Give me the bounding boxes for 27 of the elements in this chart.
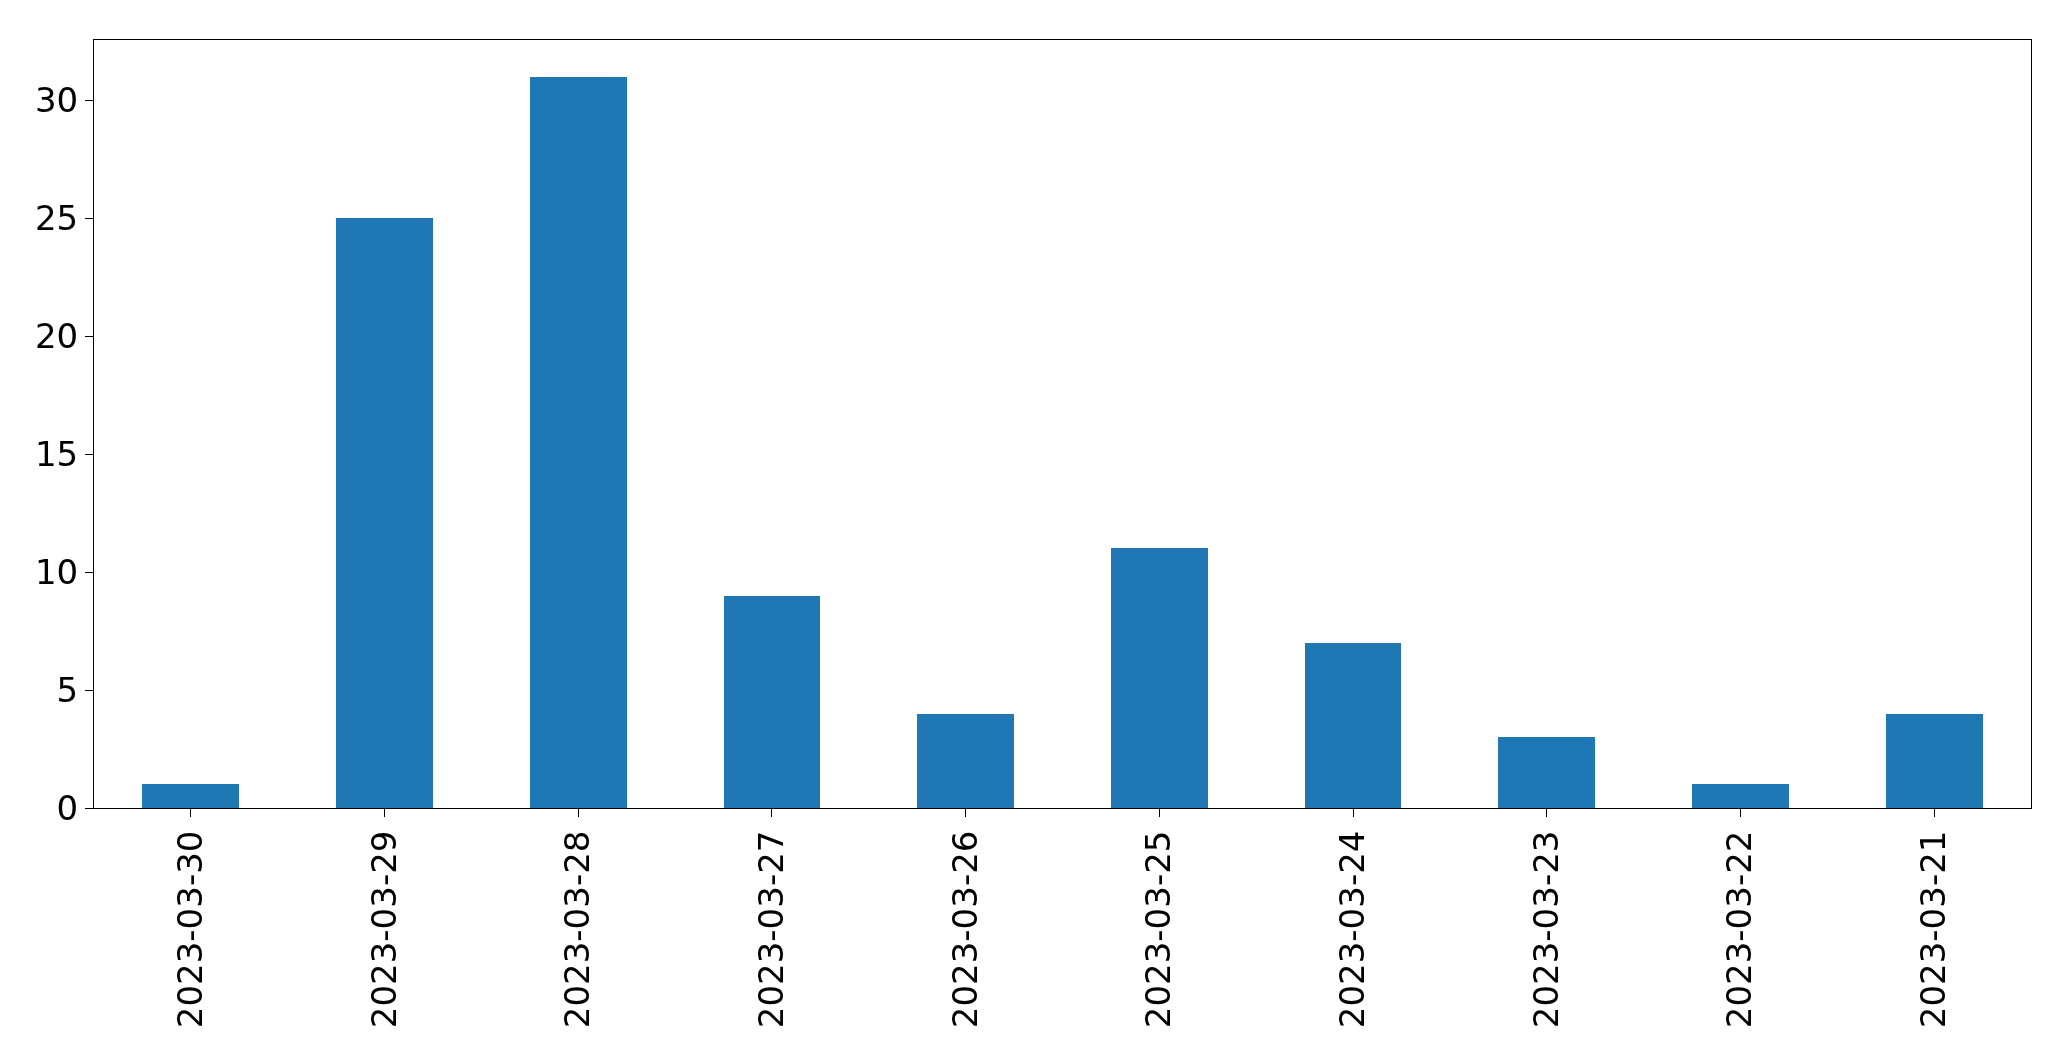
x-tick-label: 2023-03-30	[169, 830, 210, 1029]
y-tick-label: 25	[34, 198, 79, 239]
bar	[142, 784, 239, 808]
x-tick-label: 2023-03-21	[1913, 830, 1954, 1029]
y-tick-label: 10	[34, 551, 79, 592]
x-tick-label: 2023-03-26	[944, 830, 985, 1029]
y-tick-label: 30	[34, 80, 79, 121]
bar	[917, 714, 1014, 808]
x-tick-label: 2023-03-24	[1332, 830, 1373, 1029]
bar	[530, 77, 627, 808]
y-tick-label: 0	[56, 787, 79, 828]
y-tick-label: 5	[56, 669, 79, 710]
bar	[1305, 643, 1401, 808]
bar	[1692, 784, 1789, 808]
y-tick-label: 20	[34, 316, 79, 357]
x-tick-label: 2023-03-23	[1525, 830, 1566, 1029]
y-tick-label: 15	[34, 433, 79, 474]
bar	[336, 218, 433, 808]
bar	[724, 596, 820, 808]
x-tick-label: 2023-03-28	[557, 830, 598, 1029]
x-tick-label: 2023-03-29	[363, 830, 404, 1029]
x-tick-label: 2023-03-27	[751, 830, 791, 1029]
x-tick-label: 2023-03-22	[1719, 830, 1760, 1029]
bar	[1111, 548, 1208, 808]
x-tick-label: 2023-03-25	[1138, 830, 1179, 1029]
bar	[1498, 737, 1595, 808]
bar	[1886, 714, 1983, 808]
